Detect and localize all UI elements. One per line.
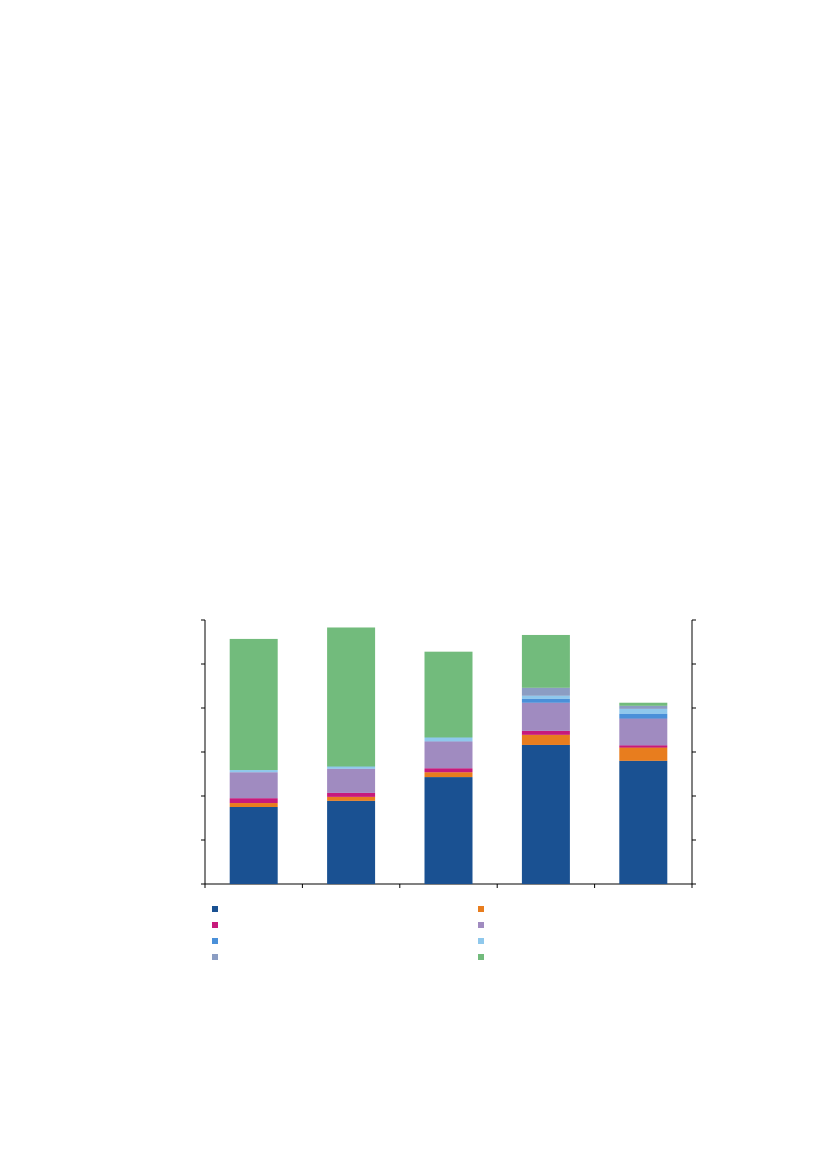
bar-segment (619, 702, 668, 706)
bar-segment (521, 634, 570, 688)
legend-swatch (478, 906, 484, 912)
bar-segment (424, 772, 473, 778)
bar-segment (424, 741, 473, 769)
bar-segment (327, 766, 376, 769)
bar-segment (327, 627, 376, 767)
bar-segment (619, 708, 668, 714)
bar-segment (619, 705, 668, 709)
bar-segment (229, 638, 278, 771)
bar-segment (619, 713, 668, 719)
bar-segment (229, 798, 278, 804)
bar-segment (619, 747, 668, 761)
bar-segment (229, 803, 278, 807)
legend-swatch (212, 954, 218, 960)
bar-segment (521, 702, 570, 731)
bar-segment (424, 777, 473, 884)
bar-segment (619, 718, 668, 746)
bar-segment (424, 768, 473, 773)
bar-segment (521, 698, 570, 703)
bar-segment (327, 796, 376, 801)
legend-swatch (478, 922, 484, 928)
bar-segment (521, 695, 570, 699)
legend-swatch (212, 906, 218, 912)
legend-swatch (212, 938, 218, 944)
bar-segment (229, 770, 278, 773)
bar-segment (521, 687, 570, 696)
bar-segment (619, 745, 668, 748)
bar-segment (521, 744, 570, 884)
bar-segment (229, 772, 278, 799)
bar-segment (521, 730, 570, 735)
bar-segment (619, 760, 668, 884)
bar-segment (424, 651, 473, 738)
legend-swatch (212, 922, 218, 928)
bar-segment (327, 792, 376, 797)
bar-segment (229, 807, 278, 884)
bar-segment (424, 737, 473, 742)
legend-swatch (478, 954, 484, 960)
legend-swatch (478, 938, 484, 944)
bar-segment (327, 768, 376, 793)
bar-segment (327, 800, 376, 884)
bar-segment (521, 734, 570, 745)
